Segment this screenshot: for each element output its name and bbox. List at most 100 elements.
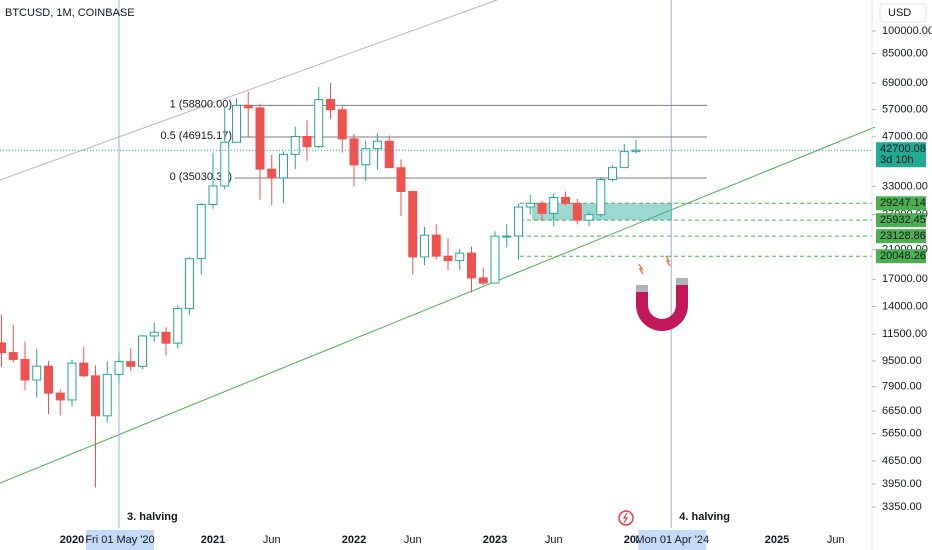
halving-label: 3. halving	[127, 511, 178, 523]
candle-body	[102, 373, 112, 417]
level-tag	[876, 213, 926, 228]
currency-button[interactable]	[879, 3, 927, 23]
candle-body	[549, 196, 559, 214]
candle-body	[196, 204, 206, 260]
candle-body	[420, 234, 429, 258]
y-tick-label: 17000.00	[882, 273, 928, 285]
x-tick-label: Jun	[827, 534, 845, 546]
candle-body	[91, 375, 100, 417]
x-tick-label: 2023	[483, 534, 507, 546]
x-tick-label: Jun	[404, 534, 422, 546]
support-trend-line	[0, 126, 876, 484]
x-tick-label: 2022	[342, 534, 366, 546]
candle-body	[314, 99, 324, 148]
candle-body	[467, 252, 476, 279]
candle-body	[126, 361, 136, 367]
x-tick-label: Jun	[545, 534, 563, 546]
magnet-icon	[636, 255, 688, 331]
candle-body	[502, 235, 512, 238]
y-tick-label: 85000.00	[882, 48, 928, 60]
date-tag	[86, 530, 154, 550]
y-tick-label: 14000.00	[882, 300, 928, 312]
replay-icon[interactable]	[618, 510, 634, 526]
halving-label: 4. halving	[679, 511, 730, 523]
candle-body	[279, 153, 288, 179]
level-label: 23128.86	[880, 230, 926, 242]
candle-body	[431, 234, 441, 257]
level-tag	[876, 229, 926, 244]
candle-body	[208, 185, 218, 206]
y-tick-label: 57000.00	[882, 104, 928, 116]
candle-body	[55, 392, 65, 401]
candle-body	[455, 252, 465, 262]
level-tag	[876, 196, 926, 211]
candle-body	[349, 138, 359, 166]
last-price-tag	[876, 142, 926, 168]
candle-body	[525, 202, 535, 208]
countdown-label: 3d 10h	[880, 154, 914, 166]
candle-body	[185, 258, 194, 310]
candle-body	[20, 358, 30, 381]
y-tick-label: 47000.00	[882, 131, 928, 143]
candle-body	[67, 362, 77, 401]
candle-body	[537, 202, 547, 214]
y-tick-label: 7900.00	[882, 381, 922, 393]
currency-label[interactable]: USD	[888, 7, 911, 19]
y-tick-label: 3350.00	[882, 501, 922, 513]
candle-body	[384, 140, 394, 169]
candle-body	[267, 168, 277, 179]
candle-body	[44, 365, 53, 394]
candle-body	[396, 167, 406, 193]
candle-body	[0, 342, 6, 354]
y-tick-label: 69000.00	[882, 77, 928, 89]
candle-body	[114, 361, 124, 375]
x-tick-label: 2020	[60, 534, 84, 546]
x-tick-label: 2021	[201, 534, 225, 546]
date-tag	[638, 530, 707, 550]
candle-body	[8, 352, 18, 360]
candle-body	[290, 135, 300, 155]
level-label: 25932.45	[880, 214, 926, 226]
y-tick-label: 5650.00	[882, 428, 922, 440]
candle-body	[572, 202, 582, 221]
candle-body	[443, 255, 453, 262]
date-tag-label: Fri 01 May '20	[85, 534, 154, 546]
plot: 3. halving 4. halving 1 (58800.00) 0.5 (469…	[0, 0, 872, 528]
fib-label: 0 (35030.35)	[170, 171, 232, 183]
y-tick-label: 6650.00	[882, 405, 922, 417]
candle-body	[220, 141, 230, 187]
candle-body	[514, 206, 523, 237]
candle-body	[490, 235, 500, 284]
candle-body	[138, 335, 147, 367]
level-label: 20048.26	[880, 250, 926, 262]
x-tick-label: Jun	[263, 534, 281, 546]
candle-body	[596, 179, 606, 216]
candle-body	[326, 99, 335, 111]
fib-label: 0.5 (46915.17)	[160, 130, 232, 142]
level-label: 29247.14	[880, 197, 926, 209]
candle-body	[161, 331, 171, 344]
candle-body	[373, 140, 382, 150]
candle-body	[32, 365, 42, 381]
y-tick-label: 9500.00	[882, 355, 922, 367]
fib-label: 1 (58800.00)	[170, 98, 232, 110]
candle-body	[408, 191, 418, 258]
candle-body	[79, 362, 89, 377]
y-tick-label: 33000.00	[882, 180, 928, 192]
candle-body	[149, 331, 159, 337]
level-tag	[876, 249, 926, 264]
upper-trend-line	[0, 0, 498, 181]
symbol-title: BTCUSD, 1M, COINBASE	[5, 7, 135, 19]
candle-body	[232, 104, 241, 143]
y-tick-label: 3950.00	[882, 478, 922, 490]
candle-body	[302, 135, 312, 148]
date-tag-label: Mon 01 Apr '24	[635, 534, 709, 546]
candle-body	[173, 308, 183, 344]
y-tick-label: 100000.00	[882, 25, 932, 37]
candle-body	[255, 107, 265, 170]
candle-body	[243, 104, 253, 109]
x-tick-label: 2025	[765, 534, 789, 546]
candle-body	[361, 148, 371, 166]
candle-body	[561, 196, 570, 204]
